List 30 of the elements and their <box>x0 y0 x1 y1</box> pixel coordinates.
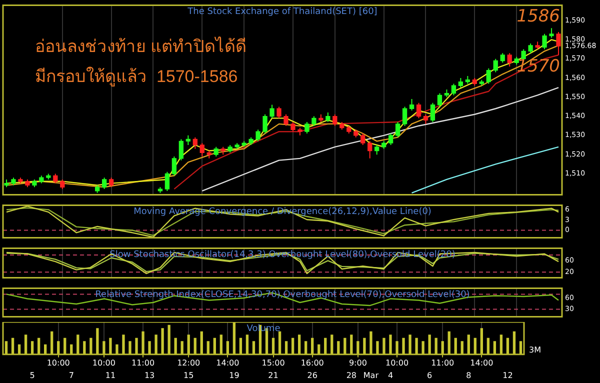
x-tick-label: 10:00 <box>92 358 116 368</box>
x-tick-label: 10:00 <box>385 358 409 368</box>
text: 15 <box>184 371 194 380</box>
x-tick-label: 11:00 <box>131 358 155 368</box>
text: 3M <box>529 345 542 354</box>
text: 4 <box>388 371 394 380</box>
text: 19 <box>229 371 240 380</box>
x-tick-label: 14:00 <box>470 358 494 368</box>
text: 6 <box>427 371 432 380</box>
x-tick-label: 15:00 <box>262 358 285 368</box>
x-tick-label: 12:00 <box>177 358 200 368</box>
text: 11 <box>105 371 116 380</box>
annotation: 1586 <box>516 6 560 27</box>
text: 13 <box>144 371 155 380</box>
text: 21 <box>268 371 278 380</box>
text: 26 <box>307 371 318 380</box>
annotation: อ่อนลงช่วงท้าย แต่ทำปิดได้ดี <box>35 36 247 56</box>
chart-title: The Stock Exchange of Thailand(SET) [60] <box>186 7 378 18</box>
text: 5 <box>30 371 35 380</box>
x-tick-label: 10:00 <box>46 358 70 368</box>
x-tick-label: 16:00 <box>300 358 324 368</box>
text: 7 <box>68 371 74 380</box>
x-tick-label: 14:00 <box>216 358 240 368</box>
x-tick-label: 11:00 <box>431 358 454 368</box>
text: Mar <box>363 371 380 380</box>
text: 28 <box>346 371 357 380</box>
text: 8 <box>466 371 472 380</box>
text: 12 <box>502 371 513 380</box>
x-tick-label: 9:00 <box>348 358 367 368</box>
annotation: มีกรอบให้ดูแล้ว 1570-1586 <box>35 66 238 87</box>
